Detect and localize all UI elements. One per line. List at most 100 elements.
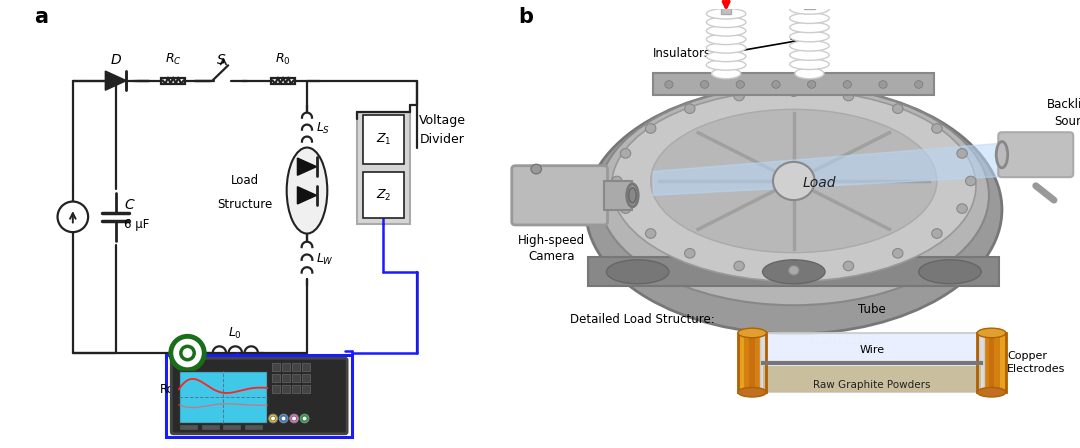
Bar [760,333,765,392]
Bar [202,425,218,430]
Text: Coil: Coil [176,398,199,411]
Bar [282,374,291,382]
Circle shape [808,81,815,88]
Bar [302,385,310,393]
Ellipse shape [286,147,327,233]
Ellipse shape [585,86,1002,334]
Bar [272,385,280,393]
Circle shape [685,249,696,258]
Ellipse shape [789,41,829,51]
Bar [723,14,730,73]
Bar [357,112,409,224]
Text: Rogowski: Rogowski [160,383,215,396]
Text: Source: Source [1054,115,1080,128]
Circle shape [734,91,744,101]
Bar [282,385,291,393]
Polygon shape [106,71,126,90]
Bar [604,181,633,210]
Text: Tube: Tube [858,303,886,316]
Text: Raw Graphite Powders: Raw Graphite Powders [813,380,931,390]
Text: 6 μF: 6 μF [124,217,150,231]
Text: Wire: Wire [860,345,885,355]
Bar [977,333,983,392]
Circle shape [788,266,799,275]
Text: Copper
Electrodes: Copper Electrodes [1008,351,1066,374]
Ellipse shape [789,4,829,14]
Ellipse shape [607,260,669,284]
Circle shape [57,202,89,232]
Ellipse shape [738,388,767,397]
Circle shape [620,149,631,158]
Text: Backlight: Backlight [1048,98,1080,111]
Ellipse shape [789,59,829,69]
Circle shape [932,229,942,238]
Bar [762,333,981,392]
Ellipse shape [626,184,638,207]
Polygon shape [297,187,316,204]
Polygon shape [653,143,1008,195]
Circle shape [892,249,903,258]
Bar [282,363,291,371]
Ellipse shape [977,388,1005,397]
Bar [293,363,300,371]
Text: b: b [518,7,534,27]
Bar [762,366,981,392]
FancyBboxPatch shape [172,358,347,434]
Bar [738,333,744,392]
Text: $S$: $S$ [216,53,226,67]
Bar [272,374,280,382]
Ellipse shape [611,90,976,281]
Bar [806,9,813,73]
Text: Voltage: Voltage [419,114,467,127]
Ellipse shape [977,328,1005,338]
Bar [245,425,261,430]
Ellipse shape [738,328,767,338]
Bar [977,333,1005,392]
Bar [738,333,767,392]
Text: $Z_2$: $Z_2$ [376,187,391,202]
Text: $R_0$: $R_0$ [275,52,291,67]
Circle shape [300,414,309,423]
Ellipse shape [629,188,636,203]
Text: Divider: Divider [419,133,464,146]
Bar [293,374,300,382]
Circle shape [271,416,275,421]
Circle shape [531,164,541,174]
Circle shape [772,81,780,88]
Circle shape [620,204,631,213]
Bar [653,73,934,95]
Circle shape [269,414,278,423]
Bar [721,0,731,14]
Ellipse shape [706,43,746,53]
Polygon shape [589,258,999,286]
Circle shape [292,416,297,421]
Circle shape [843,81,851,88]
Circle shape [879,81,887,88]
Text: a: a [35,7,49,27]
Bar [995,333,1000,392]
Circle shape [289,414,298,423]
Bar [744,333,750,392]
Ellipse shape [706,9,746,19]
Bar [755,333,760,392]
Circle shape [701,81,708,88]
Text: $D$: $D$ [110,53,122,67]
Polygon shape [297,158,316,175]
Ellipse shape [996,142,1008,168]
Bar [760,333,767,392]
Text: $C$: $C$ [124,198,136,212]
Text: 公众号·佳百热超快合成: 公众号·佳百热超快合成 [811,334,881,344]
Ellipse shape [650,109,937,253]
Ellipse shape [706,17,746,27]
Bar [750,333,755,392]
Circle shape [180,346,194,360]
Circle shape [957,204,968,213]
Bar [293,385,300,393]
FancyBboxPatch shape [998,132,1074,177]
Ellipse shape [789,31,829,42]
Text: $R_C$: $R_C$ [165,52,181,67]
Bar [978,333,984,392]
Circle shape [171,336,204,370]
Bar [363,115,404,164]
Text: Lens: Lens [676,229,703,242]
